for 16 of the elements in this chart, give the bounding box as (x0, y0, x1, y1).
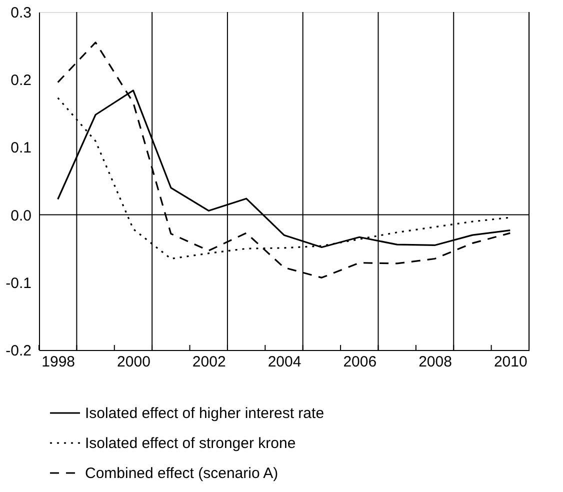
x-tick-label: 1998 (42, 354, 76, 370)
y-tick-label: -0.2 (6, 342, 32, 360)
x-tick-label: 2002 (192, 354, 226, 370)
y-tick-label: 0.1 (10, 140, 32, 157)
legend-label: Combined effect (scenario A) (85, 465, 278, 482)
x-tick-label: 2004 (268, 354, 302, 370)
y-tick-label: 0.0 (10, 207, 32, 224)
y-tick-label: 0.3 (10, 4, 32, 22)
y-tick-label: 0.2 (10, 72, 32, 90)
legend-label: Isolated effect of stronger krone (85, 435, 296, 452)
y-tick-label: -0.1 (6, 274, 32, 292)
x-tick-label: 2000 (117, 354, 150, 370)
x-tick-label: 2006 (343, 354, 377, 370)
legend-label: Isolated effect of higher interest rate (85, 405, 324, 422)
x-tick-label: 2010 (494, 354, 528, 370)
x-tick-label: 2008 (418, 354, 452, 370)
